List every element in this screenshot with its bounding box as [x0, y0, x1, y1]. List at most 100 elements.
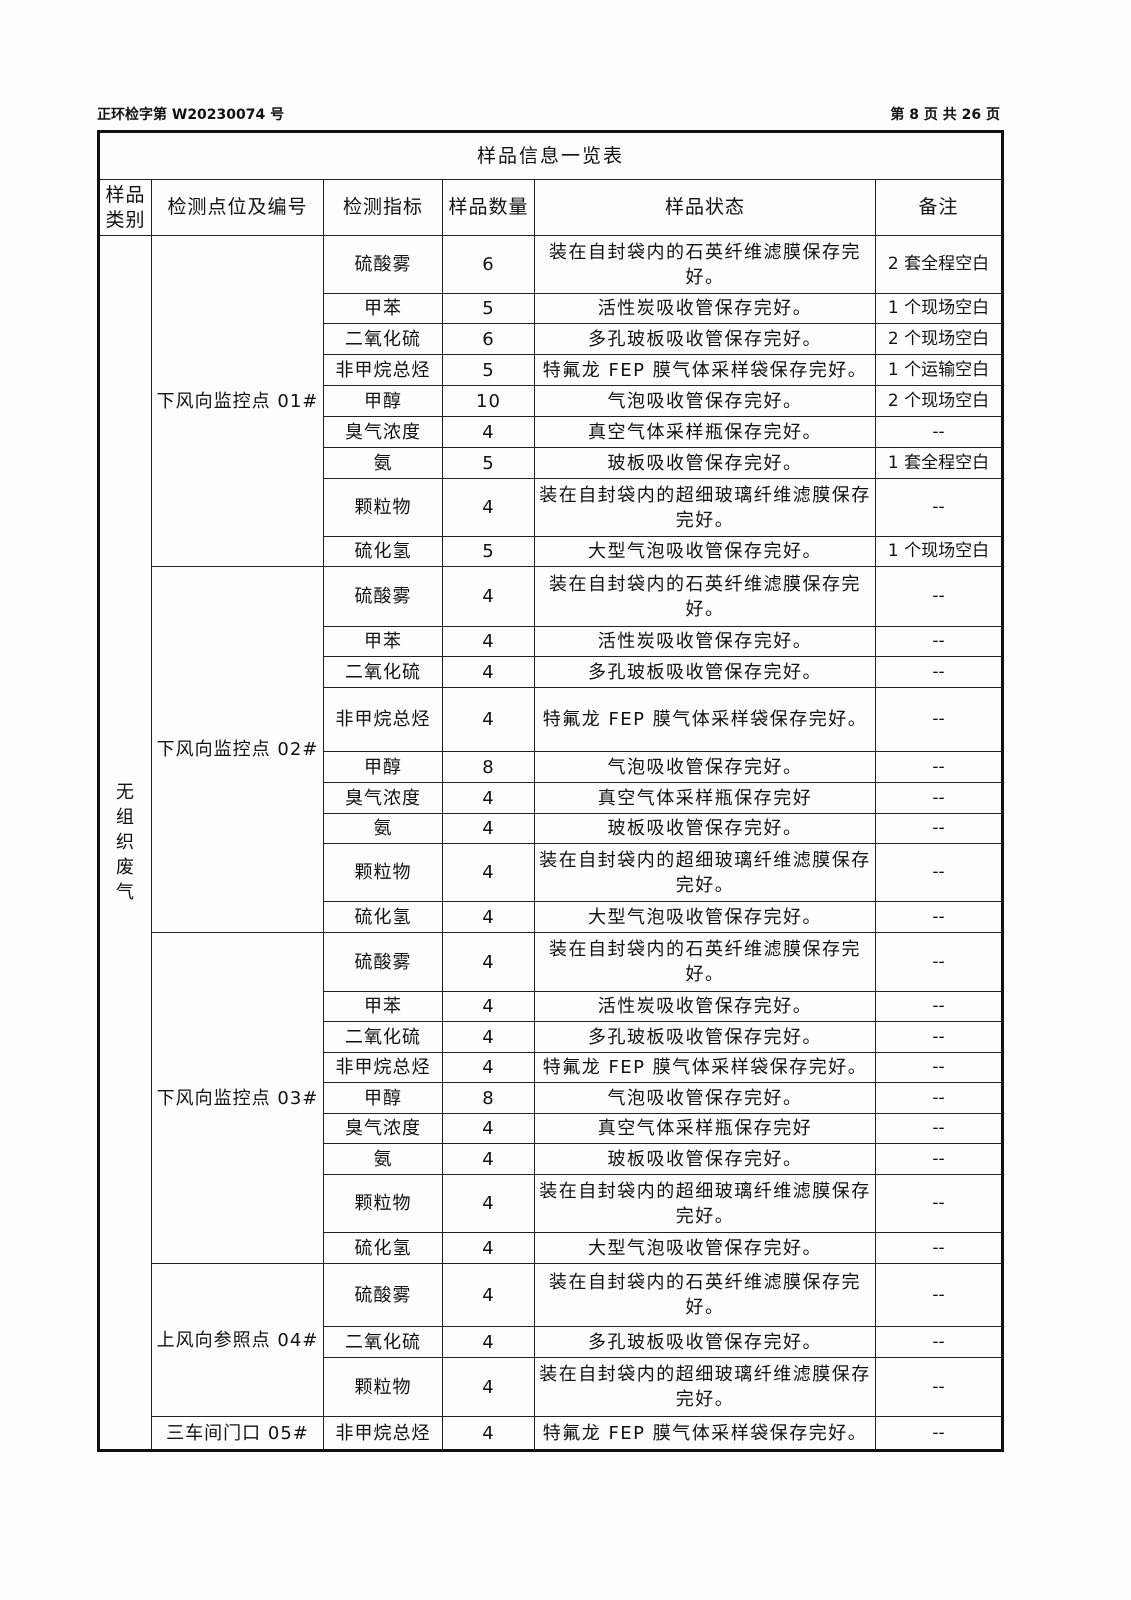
column-header: 检测指标	[323, 179, 443, 236]
sample-status: 装在自封袋内的石英纤维滤膜保存完好。	[534, 235, 876, 294]
report-number: 正环检字第 W20230074 号	[97, 107, 285, 123]
indicator: 非甲烷总烃	[323, 1416, 443, 1451]
table-row: 颗粒物 4 装在自封袋内的超细玻璃纤维滤膜保存完好。 --	[99, 1174, 1004, 1233]
indicator: 颗粒物	[323, 478, 443, 537]
sample-quantity: 4	[442, 1143, 535, 1175]
table-row: 上风向参照点 04# 硫酸雾 4 装在自封袋内的石英纤维滤膜保存完好。 --	[99, 1263, 1004, 1417]
indicator: 硫酸雾	[323, 1263, 443, 1327]
table-row: 氨 4 玻板吸收管保存完好。 --	[99, 813, 1004, 844]
sample-quantity: 4	[442, 843, 535, 902]
table-row: 甲醇 8 气泡吸收管保存完好。 --	[99, 1082, 1004, 1114]
column-header: 检测点位及编号	[151, 179, 324, 236]
remark: --	[874, 687, 1004, 752]
table-row: 臭气浓度 4 真空气体采样瓶保存完好。 --	[99, 416, 1004, 448]
table-row: 非甲烷总烃 5 特氟龙 FEP 膜气体采样袋保存完好。 1 个运输空白	[99, 354, 1004, 386]
remark: --	[874, 566, 1004, 627]
table-row: 非甲烷总烃 4 特氟龙 FEP 膜气体采样袋保存完好。 --	[99, 687, 1004, 752]
remark: --	[874, 1143, 1004, 1175]
remark: --	[874, 626, 1004, 657]
table-row: 甲苯 4 活性炭吸收管保存完好。 --	[99, 991, 1004, 1022]
remark: --	[874, 991, 1004, 1022]
sample-status: 多孔玻板吸收管保存完好。	[534, 1326, 876, 1358]
sample-status: 玻板吸收管保存完好。	[534, 1143, 876, 1175]
indicator: 非甲烷总烃	[323, 1052, 443, 1083]
sample-quantity: 4	[442, 1174, 535, 1233]
indicator: 非甲烷总烃	[323, 687, 443, 752]
sample-quantity: 5	[442, 536, 535, 567]
remark: --	[874, 813, 1004, 844]
sample-status: 气泡吸收管保存完好。	[534, 1082, 876, 1114]
sample-status: 装在自封袋内的石英纤维滤膜保存完好。	[534, 932, 876, 992]
sample-quantity: 4	[442, 416, 535, 448]
remark: --	[874, 1326, 1004, 1358]
sample-status: 玻板吸收管保存完好。	[534, 447, 876, 479]
indicator: 硫酸雾	[323, 566, 443, 627]
indicator: 硫化氢	[323, 1232, 443, 1264]
table-row: 下风向监控点 02# 硫酸雾 4 装在自封袋内的石英纤维滤膜保存完好。 --	[99, 566, 1004, 933]
remark: --	[874, 1113, 1004, 1144]
indicator: 硫酸雾	[323, 932, 443, 992]
indicator: 甲醇	[323, 385, 443, 417]
indicator: 甲苯	[323, 991, 443, 1022]
sample-status: 真空气体采样瓶保存完好。	[534, 416, 876, 448]
column-header: 备注	[874, 179, 1004, 236]
sample-quantity: 10	[442, 385, 535, 417]
remark: --	[874, 1416, 1004, 1451]
sample-quantity: 4	[442, 813, 535, 844]
sample-status: 多孔玻板吸收管保存完好。	[534, 323, 876, 355]
table-row: 下风向监控点 03# 硫酸雾 4 装在自封袋内的石英纤维滤膜保存完好。 --	[99, 932, 1004, 1264]
sample-status: 装在自封袋内的超细玻璃纤维滤膜保存完好。	[534, 478, 876, 537]
indicator: 臭气浓度	[323, 782, 443, 814]
indicator: 甲苯	[323, 293, 443, 324]
remark: --	[874, 1052, 1004, 1083]
sample-quantity: 6	[442, 323, 535, 355]
sample-status: 装在自封袋内的石英纤维滤膜保存完好。	[534, 566, 876, 627]
sample-status: 装在自封袋内的超细玻璃纤维滤膜保存完好。	[534, 1174, 876, 1233]
table-row: 臭气浓度 4 真空气体采样瓶保存完好 --	[99, 782, 1004, 814]
remark: --	[874, 1357, 1004, 1417]
indicator: 颗粒物	[323, 1174, 443, 1233]
sample-quantity: 4	[442, 782, 535, 814]
sample-status: 大型气泡吸收管保存完好。	[534, 536, 876, 567]
table-row: 无组织废气 下风向监控点 01# 硫酸雾 6 装在自封袋内的石英纤维滤膜保存完好。 2 套…	[98, 235, 1004, 1451]
indicator: 二氧化硫	[323, 656, 443, 688]
sample-quantity: 4	[442, 1021, 535, 1053]
sample-status: 多孔玻板吸收管保存完好。	[534, 656, 876, 688]
sample-status: 大型气泡吸收管保存完好。	[534, 901, 876, 933]
table-row: 氨 4 玻板吸收管保存完好。 --	[99, 1143, 1004, 1175]
sample-status: 装在自封袋内的超细玻璃纤维滤膜保存完好。	[534, 843, 876, 902]
sample-status: 特氟龙 FEP 膜气体采样袋保存完好。	[534, 1416, 876, 1451]
sample-quantity: 4	[442, 991, 535, 1022]
sample-quantity: 4	[442, 1232, 535, 1264]
sample-info-table: 样品信息一览表 样品类别 检测点位及编号 检测指标 样品数量 样品状态 备注 无组织废气下…	[97, 130, 1005, 1452]
sample-quantity: 4	[442, 1052, 535, 1083]
sample-quantity: 4	[442, 1326, 535, 1358]
sample-quantity: 5	[442, 354, 535, 386]
table-row: 臭气浓度 4 真空气体采样瓶保存完好 --	[99, 1113, 1004, 1144]
sample-quantity: 5	[442, 293, 535, 324]
sample-quantity: 4	[442, 687, 535, 752]
page-number: 第 8 页 共 26 页	[890, 107, 1000, 123]
remark: --	[874, 932, 1004, 992]
remark: 1 个现场空白	[874, 293, 1004, 324]
sample-status: 活性炭吸收管保存完好。	[534, 626, 876, 657]
sample-status: 装在自封袋内的石英纤维滤膜保存完好。	[534, 1263, 876, 1327]
remark: --	[874, 416, 1004, 448]
remark: --	[874, 1021, 1004, 1053]
indicator: 非甲烷总烃	[323, 354, 443, 386]
sample-status: 特氟龙 FEP 膜气体采样袋保存完好。	[534, 1052, 876, 1083]
indicator: 臭气浓度	[323, 416, 443, 448]
indicator: 硫化氢	[323, 536, 443, 567]
remark: --	[874, 1263, 1004, 1327]
table-title: 样品信息一览表	[97, 131, 1004, 180]
sample-status: 大型气泡吸收管保存完好。	[534, 1232, 876, 1264]
remark: --	[874, 478, 1004, 537]
table-row: 甲醇 10 气泡吸收管保存完好。 2 个现场空白	[99, 385, 1004, 417]
table-row: 三车间门口 05# 非甲烷总烃 4 特氟龙 FEP 膜气体采样袋保存完好。 --	[99, 1416, 1004, 1451]
sample-quantity: 4	[442, 656, 535, 688]
indicator: 甲苯	[323, 626, 443, 657]
sample-quantity: 4	[442, 478, 535, 537]
remark: 2 个现场空白	[874, 323, 1004, 355]
sample-quantity: 4	[442, 1113, 535, 1144]
indicator: 二氧化硫	[323, 323, 443, 355]
